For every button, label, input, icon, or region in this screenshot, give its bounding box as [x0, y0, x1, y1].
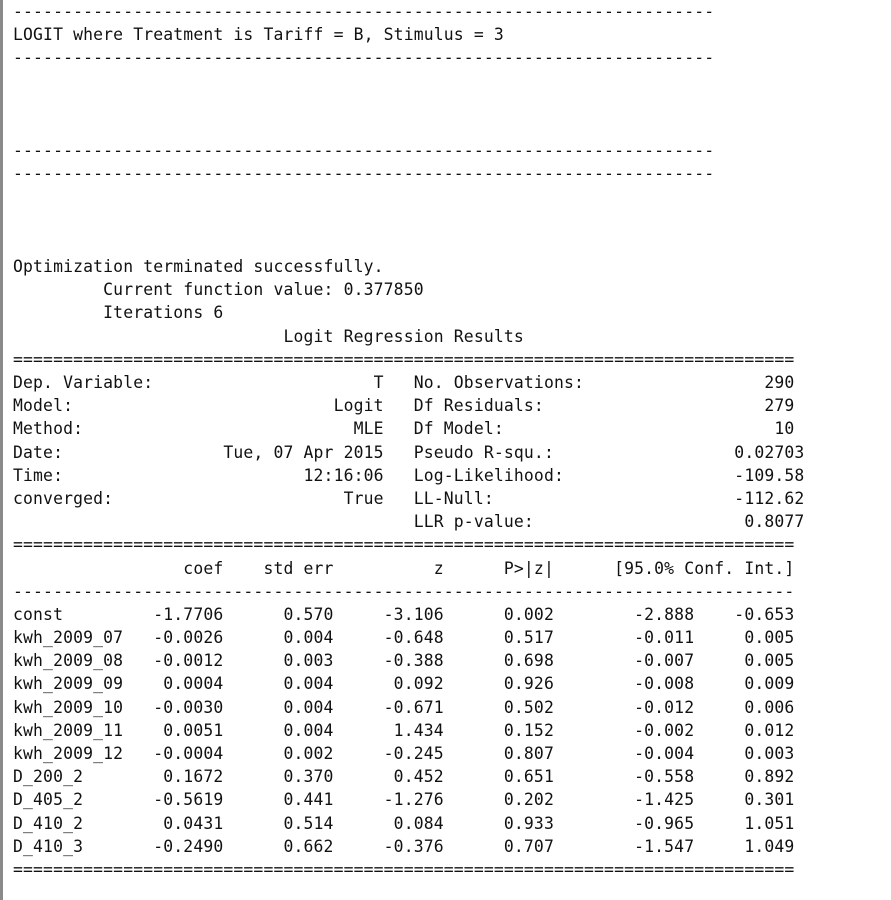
console-line	[13, 70, 804, 93]
console-line: D_410_3 -0.2490 0.662 -0.376 0.707 -1.54…	[13, 836, 795, 856]
console-line: Date: Tue, 07 Apr 2015 Pseudo R-squ.: 0.…	[13, 442, 805, 462]
console-line	[13, 93, 804, 116]
console-line: D_405_2 -0.5619 0.441 -1.276 0.202 -1.42…	[13, 790, 795, 810]
console-line: ----------------------------------------…	[13, 141, 715, 161]
console-line: ----------------------------------------…	[13, 48, 715, 68]
console-line: kwh_2009_09 0.0004 0.004 0.092 0.926 -0.…	[13, 674, 795, 694]
console-line: ----------------------------------------…	[13, 164, 715, 184]
console-line: converged: True LL-Null: -112.62	[13, 488, 805, 508]
console-line: kwh_2009_11 0.0051 0.004 1.434 0.152 -0.…	[13, 720, 795, 740]
console-line: Dep. Variable: T No. Observations: 290	[13, 373, 795, 392]
console-line: LLR p-value: 0.8077	[13, 512, 805, 532]
console-line: const -1.7706 0.570 -3.106 0.002 -2.888 …	[13, 604, 795, 624]
console-line: kwh_2009_12 -0.0004 0.002 -0.245 0.807 -…	[13, 744, 795, 763]
console-line: kwh_2009_08 -0.0012 0.003 -0.388 0.698 -…	[13, 651, 795, 671]
console-line: ========================================…	[13, 859, 795, 879]
console-line: ========================================…	[13, 535, 795, 555]
console-line: Optimization terminated successfully.	[13, 257, 384, 277]
console-line	[13, 232, 804, 255]
console-text: ----------------------------------------…	[13, 0, 804, 881]
console-line: Method: MLE Df Model: 10	[13, 419, 795, 439]
console-line: Iterations 6	[13, 303, 224, 323]
console-line: ----------------------------------------…	[13, 2, 715, 21]
console-line: kwh_2009_10 -0.0030 0.004 -0.671 0.502 -…	[13, 697, 795, 717]
console-line: D_200_2 0.1672 0.370 0.452 0.651 -0.558 …	[13, 767, 795, 787]
console-line: ----------------------------------------…	[13, 581, 795, 601]
console-line: Model: Logit Df Residuals: 279	[13, 396, 795, 416]
console-line: kwh_2009_07 -0.0026 0.004 -0.648 0.517 -…	[13, 628, 795, 648]
console-line: coef std err z P>|z| [95.0% Conf. Int.]	[13, 558, 795, 578]
console-line: ========================================…	[13, 349, 795, 369]
console-line: D_410_2 0.0431 0.514 0.084 0.933 -0.965 …	[13, 813, 795, 833]
console-line	[13, 186, 804, 209]
console-line: LOGIT where Treatment is Tariff = B, Sti…	[13, 25, 504, 45]
console-line: Current function value: 0.377850	[13, 280, 424, 300]
console-line: Logit Regression Results	[13, 326, 795, 346]
console-line	[13, 209, 804, 232]
console-line: Time: 12:16:06 Log-Likelihood: -109.58	[13, 465, 805, 485]
console-line	[13, 116, 804, 139]
